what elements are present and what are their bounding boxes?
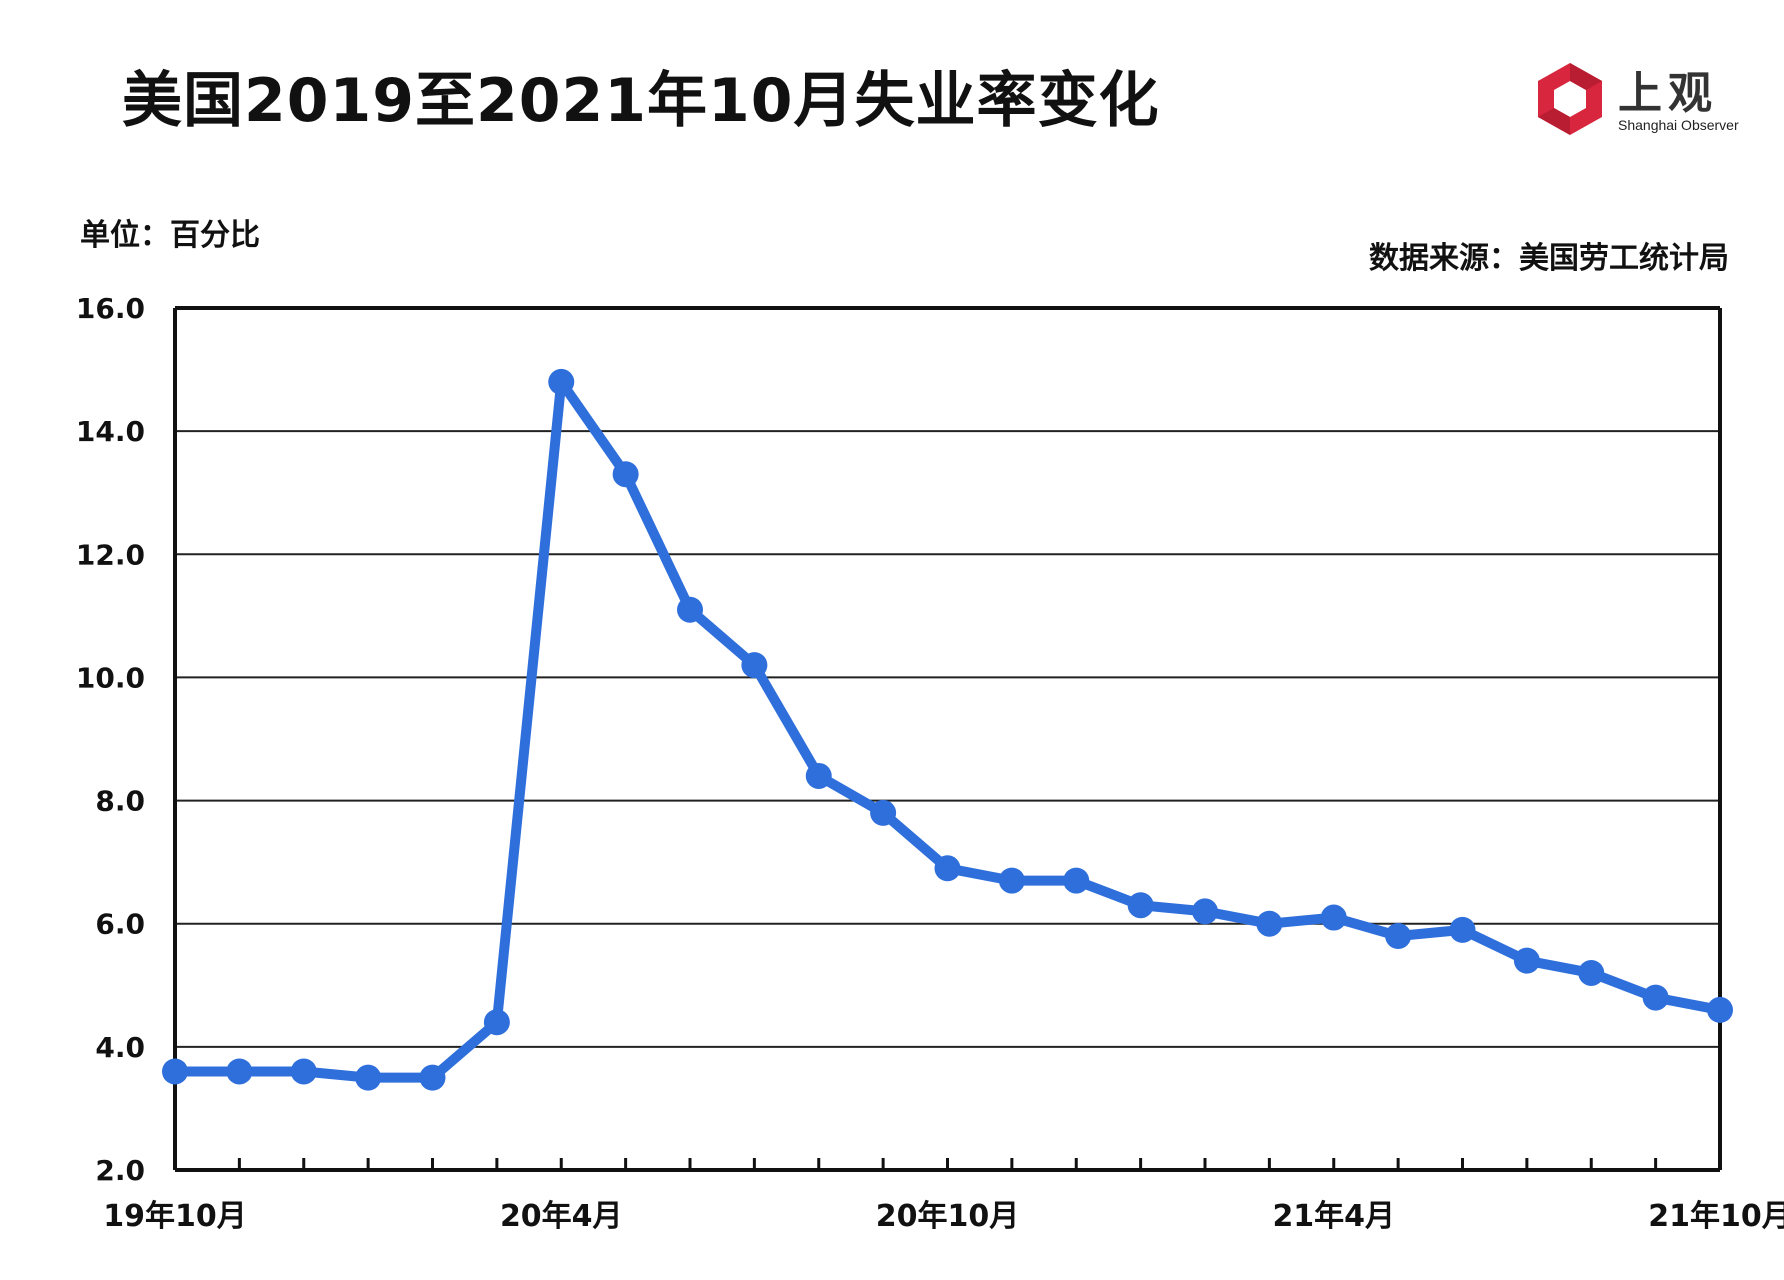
y-tick-label: 2.0 <box>95 1154 145 1187</box>
chart-title: 美国2019至2021年10月失业率变化 <box>122 66 1160 136</box>
data-point <box>1192 898 1218 925</box>
source-label: 数据来源：美国劳工统计局 <box>1369 241 1729 276</box>
unit-label: 单位：百分比 <box>80 218 260 253</box>
data-point <box>870 799 897 826</box>
logo: 上观 Shanghai Observer <box>1530 55 1750 145</box>
hexagon-logo-icon <box>1538 63 1602 135</box>
data-point <box>1707 996 1733 1023</box>
data-point <box>612 461 639 488</box>
data-point <box>1256 910 1283 937</box>
y-tick-label: 10.0 <box>76 661 145 694</box>
x-tick-label: 19年10月 <box>103 1199 247 1234</box>
data-point <box>1513 947 1540 974</box>
data-point <box>805 762 832 789</box>
data-point <box>1320 904 1347 931</box>
y-tick-label: 16.0 <box>76 292 145 325</box>
data-point <box>1063 867 1090 894</box>
logo-name: 上观 <box>1618 68 1718 119</box>
data-point <box>677 596 703 623</box>
data-point <box>998 867 1025 894</box>
data-point <box>1127 892 1154 919</box>
data-point <box>290 1058 317 1085</box>
data-point <box>226 1058 253 1085</box>
data-point <box>934 855 961 882</box>
logo-english: Shanghai Observer <box>1618 117 1739 133</box>
data-point <box>1385 923 1412 950</box>
data-point <box>162 1058 188 1085</box>
y-tick-label: 4.0 <box>95 1031 145 1064</box>
y-tick-label: 12.0 <box>76 538 145 571</box>
y-tick-label: 6.0 <box>95 908 145 941</box>
x-tick-label: 20年4月 <box>500 1199 623 1234</box>
data-point <box>483 1009 510 1036</box>
x-tick-label: 20年10月 <box>876 1199 1020 1234</box>
data-point <box>1449 916 1476 943</box>
data-point <box>548 368 575 395</box>
data-point <box>355 1064 382 1091</box>
data-point <box>741 652 768 679</box>
x-tick-label: 21年4月 <box>1272 1199 1395 1234</box>
series-line <box>170 376 1725 1083</box>
y-tick-label: 8.0 <box>95 785 145 818</box>
data-point <box>1578 959 1605 986</box>
data-point <box>419 1064 446 1091</box>
data-point <box>1642 984 1669 1011</box>
x-tick-label: 21年10月 <box>1648 1199 1784 1234</box>
y-tick-label: 14.0 <box>76 415 145 448</box>
